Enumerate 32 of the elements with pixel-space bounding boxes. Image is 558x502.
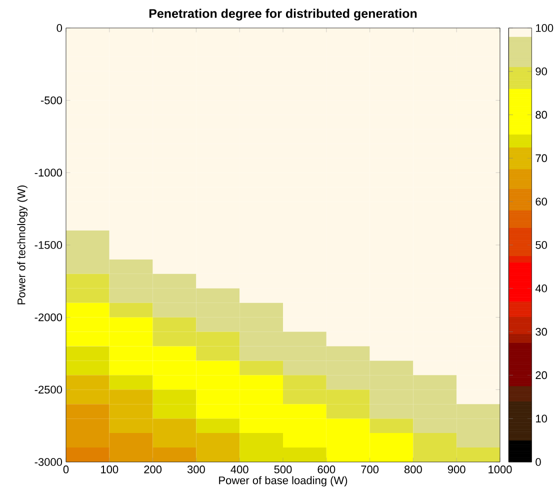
- color-bar-label: 90: [536, 68, 548, 76]
- y-tick-label: -2500: [34, 386, 62, 394]
- color-bar-label: 20: [536, 371, 548, 380]
- y-tick-label: -3000: [34, 458, 62, 466]
- color-bar-label: 80: [536, 110, 548, 119]
- color-bar-label: 70: [536, 154, 548, 162]
- x-tick-label: 200: [144, 466, 162, 474]
- x-axis-title: Power of base loading (W): [219, 476, 348, 486]
- x-tick-label: 100: [101, 466, 118, 474]
- x-tick-label: 1000: [488, 466, 512, 474]
- y-tick-label: -500: [40, 96, 62, 104]
- x-tick-label: 800: [404, 466, 422, 474]
- x-tick-label: 300: [187, 466, 205, 474]
- x-tick-label: 600: [318, 466, 336, 474]
- x-tick-label: 400: [230, 466, 248, 474]
- color-bar-label: 30: [536, 328, 548, 336]
- chart-title: Penetration degree for distributed generation: [149, 8, 417, 20]
- x-tick-label: 500: [274, 466, 292, 474]
- y-axis-title: Power of technology (W): [17, 185, 28, 304]
- y-tick-label: -1000: [34, 168, 62, 177]
- color-bar-label: 10: [536, 414, 548, 422]
- color-bar-label: 50: [536, 241, 548, 249]
- x-tick-label: 900: [448, 466, 466, 474]
- color-bar-label: 0: [536, 458, 541, 466]
- color-bar-label: 40: [535, 284, 548, 292]
- color-bar-label: 60: [536, 198, 548, 206]
- x-tick-label: 700: [361, 466, 379, 474]
- color-bar-label: 100: [536, 24, 554, 32]
- y-tick-label: -2000: [34, 313, 62, 322]
- y-tick-label: -1500: [34, 241, 62, 249]
- x-tick-label: 0: [63, 466, 69, 474]
- y-tick-label: 0: [56, 24, 62, 32]
